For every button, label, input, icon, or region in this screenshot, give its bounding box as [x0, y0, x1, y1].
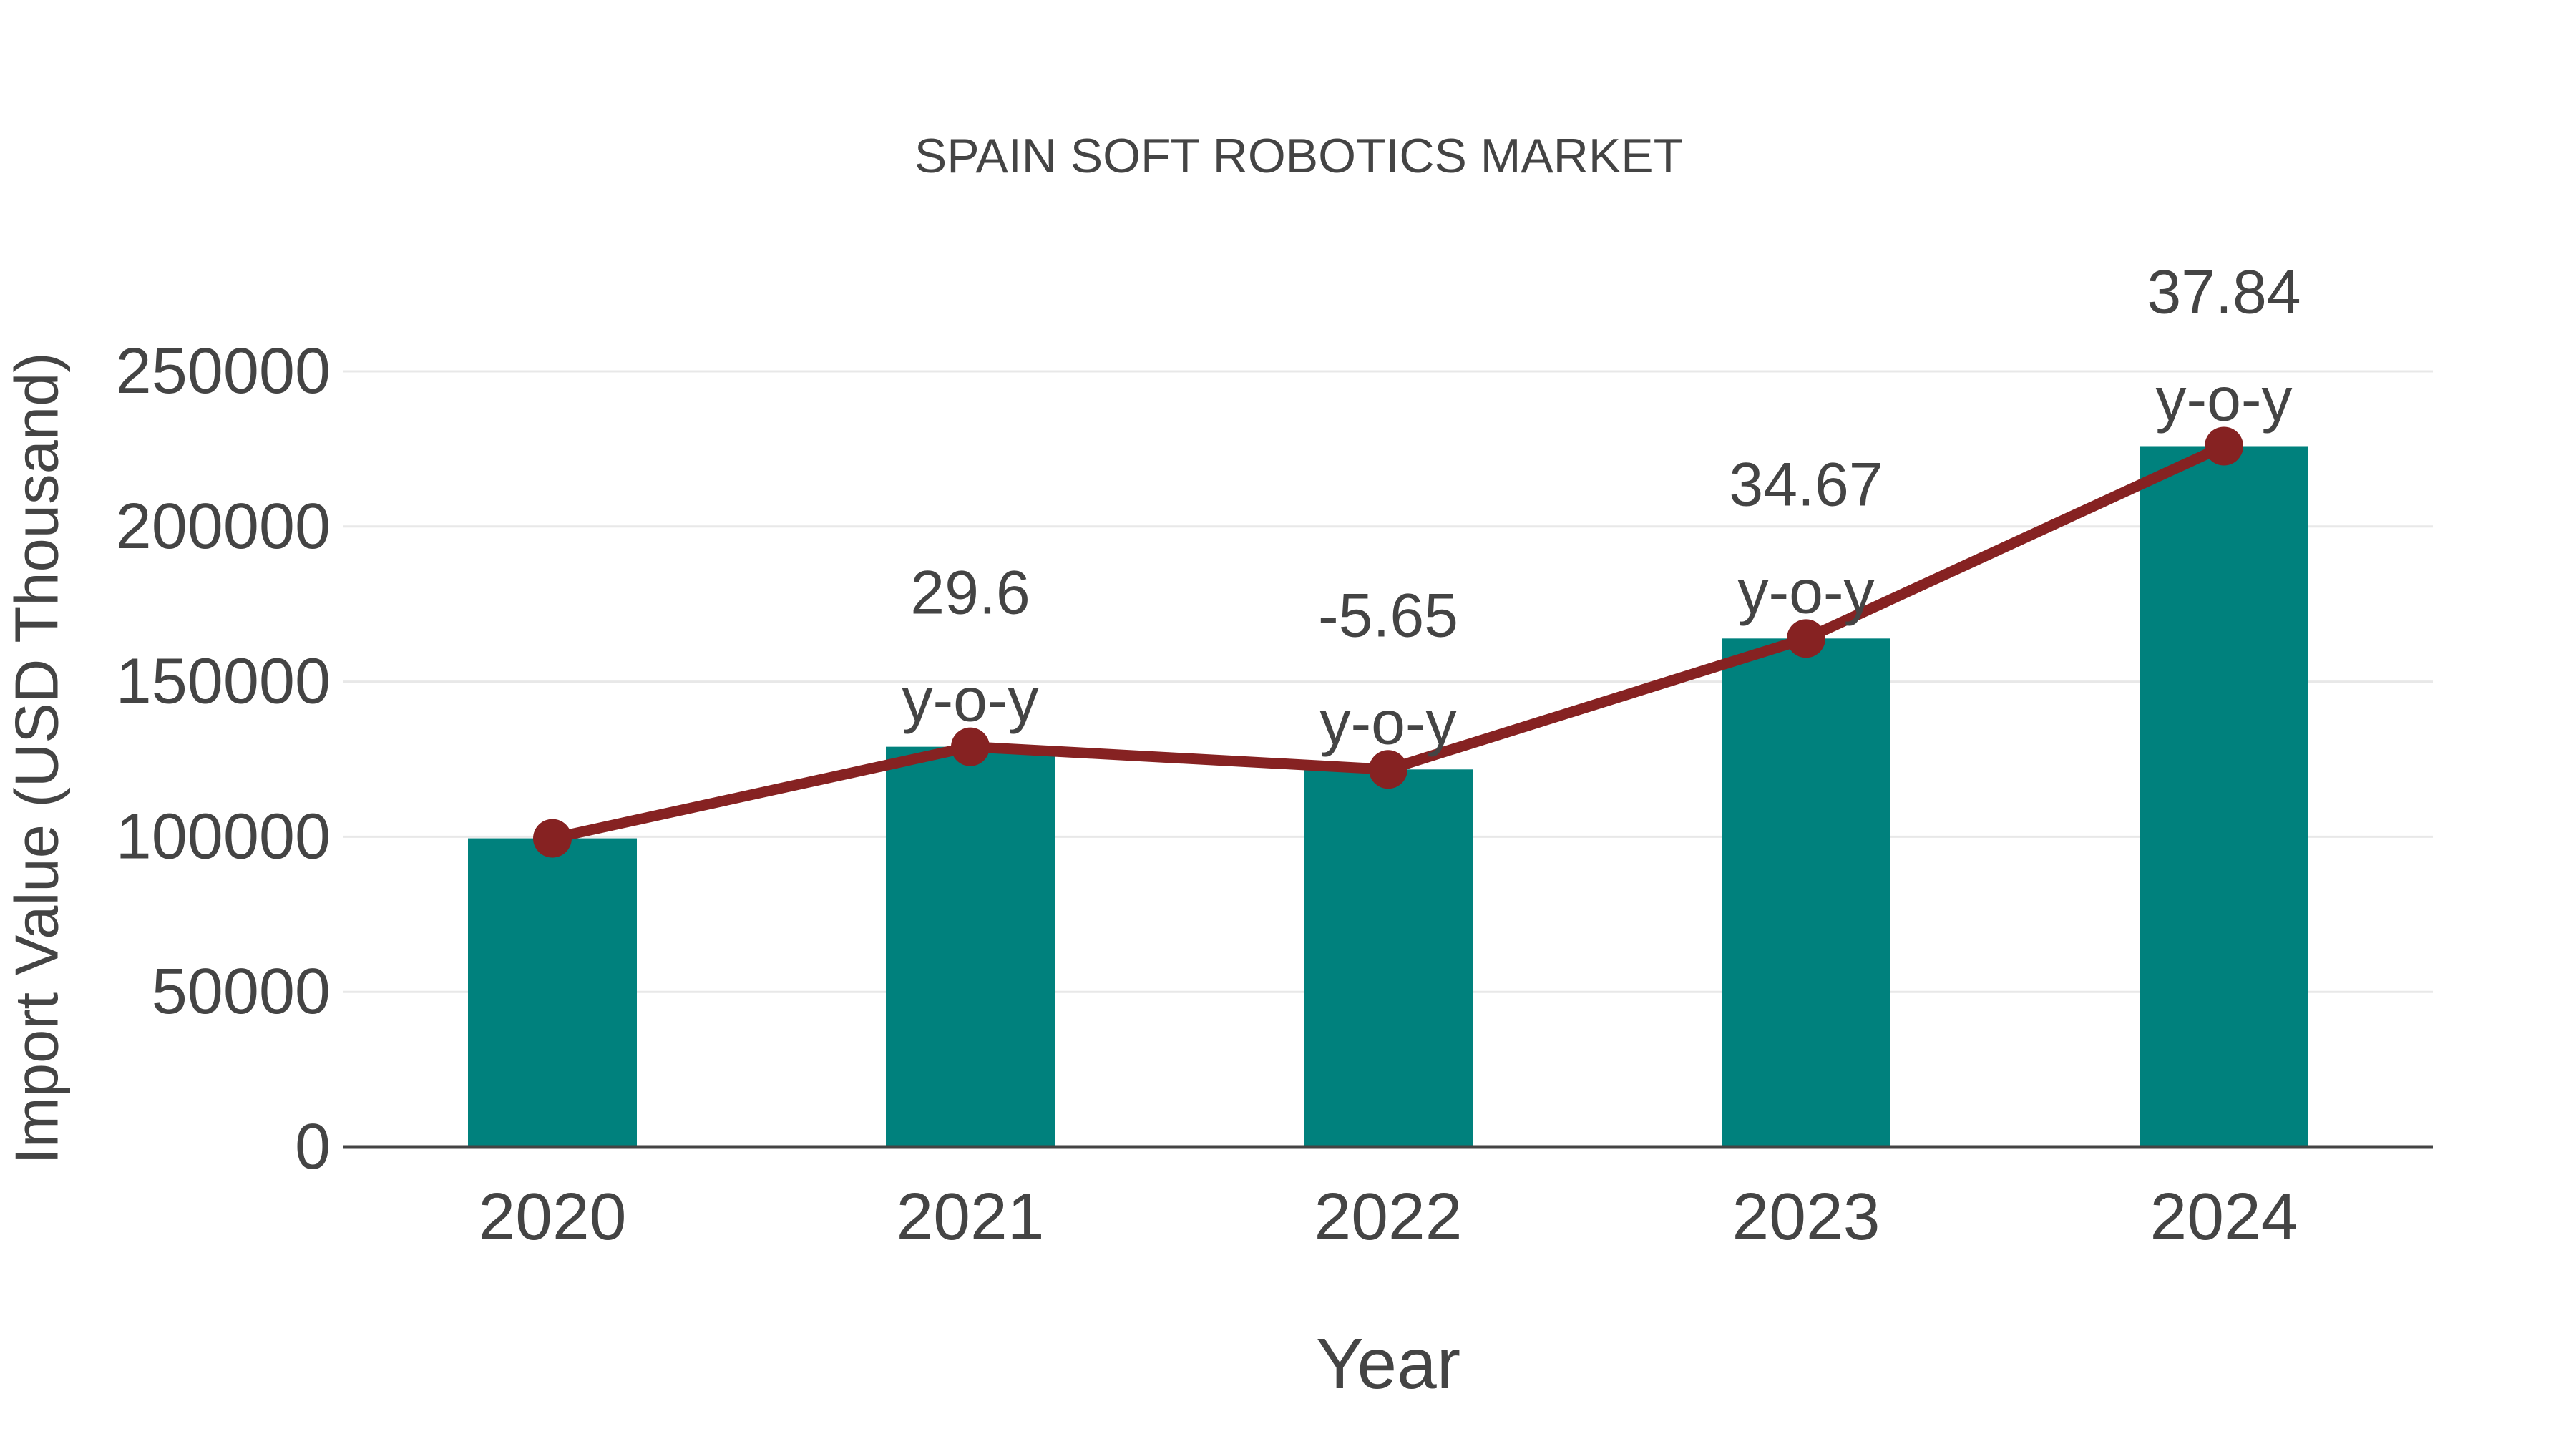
yoy-unit-label-2024: y-o-y: [2155, 365, 2292, 434]
yoy-unit-label-2022: y-o-y: [1319, 688, 1456, 757]
bar-series: [468, 446, 2308, 1147]
yoy-value-label-2022: -5.65: [1318, 581, 1458, 650]
yoy-annotations: 29.6 y-o-y -5.65 y-o-y 34.67 y-o-y 37.84 y-o-y: [902, 258, 2301, 757]
data-point-2020[interactable]: [533, 819, 572, 858]
y-tick-label: 50000: [152, 956, 331, 1028]
yoy-value-label-2021: 29.6: [910, 559, 1030, 628]
yoy-unit-label-2021: y-o-y: [902, 666, 1038, 735]
y-axis-tick-labels: 0 50000 100000 150000 200000 250000: [116, 336, 331, 1183]
y-tick-label: 150000: [116, 646, 331, 718]
gridlines: [343, 370, 2433, 993]
y-tick-label: 0: [295, 1111, 331, 1183]
y-axis-title: Import Value (USD Thousand): [4, 352, 72, 1164]
x-tick-label-2022: 2022: [1314, 1179, 1463, 1254]
x-tick-label-2023: 2023: [1732, 1179, 1880, 1254]
bar-2020[interactable]: [468, 838, 637, 1147]
yoy-unit-label-2023: y-o-y: [1737, 557, 1874, 626]
data-point-2023[interactable]: [1787, 619, 1825, 658]
data-point-2021[interactable]: [951, 727, 990, 766]
y-tick-label: 250000: [116, 336, 331, 407]
bar-2022[interactable]: [1304, 769, 1473, 1147]
yoy-value-label-2023: 34.67: [1729, 450, 1883, 519]
bar-2023[interactable]: [1722, 638, 1890, 1147]
x-tick-label-2021: 2021: [897, 1179, 1045, 1254]
x-axis-tick-labels: 2020 2021 2022 2023 2024: [479, 1179, 2298, 1254]
x-axis-title: Year: [1316, 1324, 1460, 1404]
y-tick-label: 100000: [116, 801, 331, 872]
y-tick-label: 200000: [116, 491, 331, 562]
x-tick-label-2024: 2024: [2150, 1179, 2298, 1254]
data-point-2024[interactable]: [2205, 426, 2243, 466]
bar-2024[interactable]: [2140, 446, 2308, 1147]
chart-title: SPAIN SOFT ROBOTICS MARKET: [914, 129, 1683, 183]
yoy-value-label-2024: 37.84: [2147, 258, 2301, 326]
x-tick-label-2020: 2020: [479, 1179, 627, 1254]
data-point-2022[interactable]: [1369, 750, 1407, 789]
line-series: [533, 426, 2243, 858]
bar-2021[interactable]: [886, 746, 1055, 1147]
